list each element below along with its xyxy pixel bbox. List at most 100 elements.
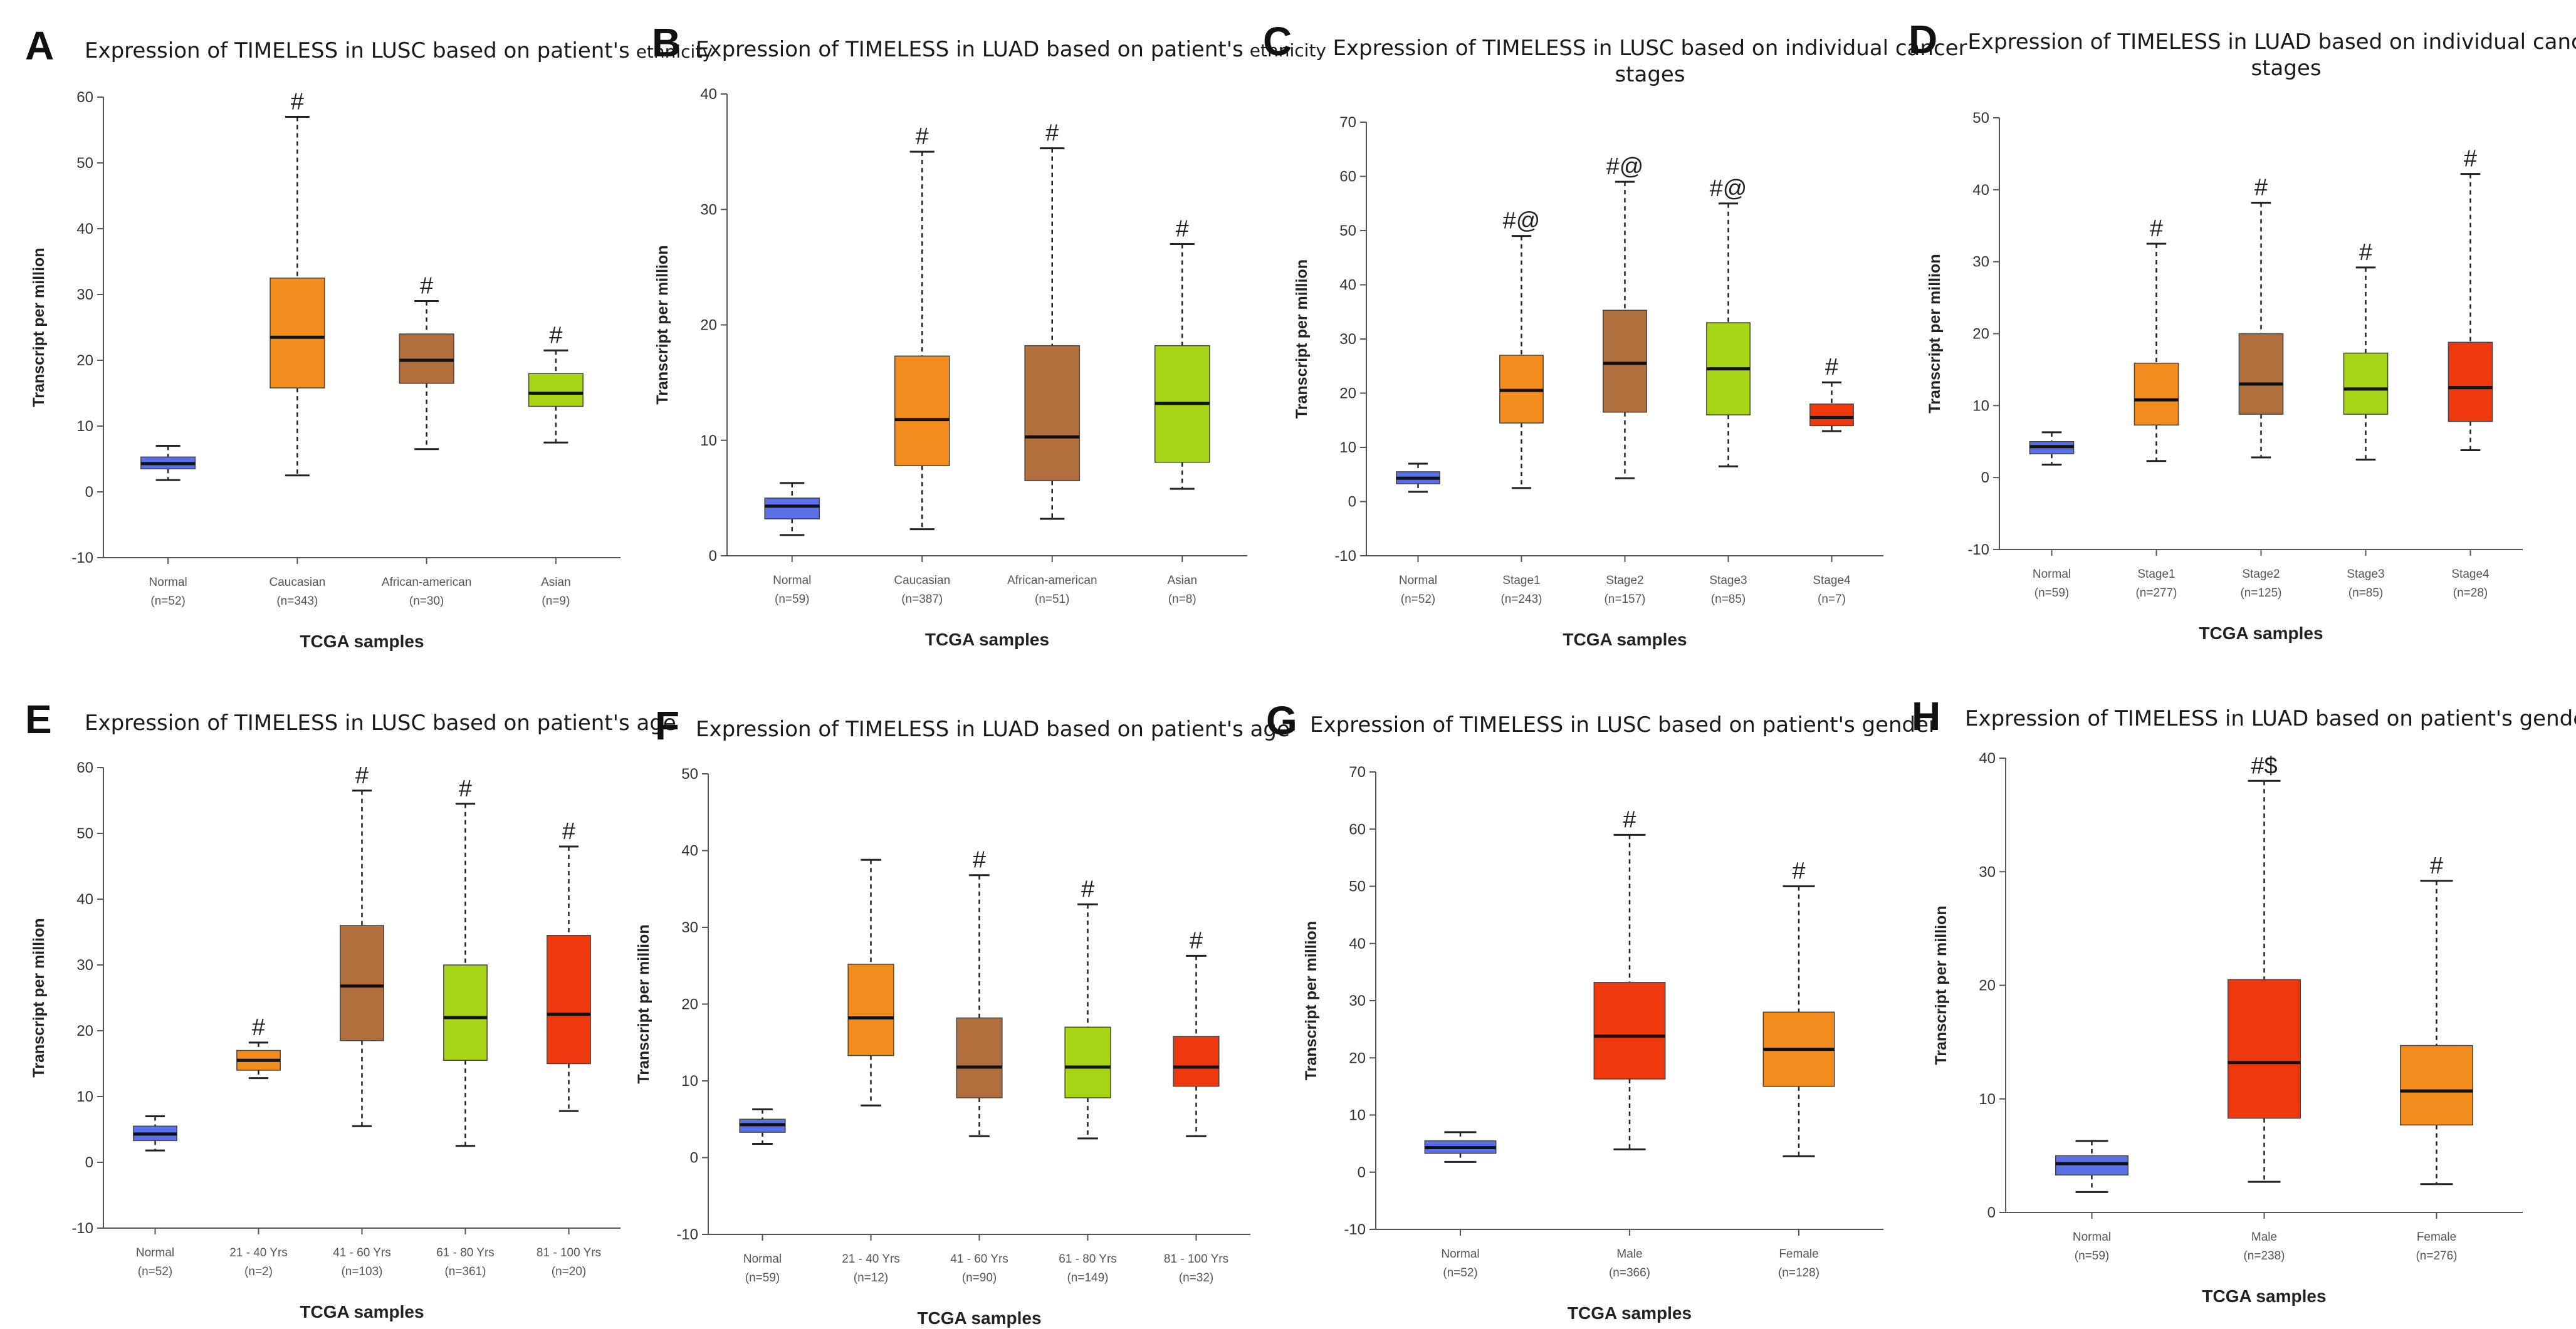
panel-e: E Expression of TIMELESS in LUSC based on… xyxy=(25,697,676,1321)
box-normal: Normal (n=52) xyxy=(1396,462,1440,606)
y-tick-label: 10 xyxy=(1339,439,1356,456)
x-tick-label: Stage1 xyxy=(1502,574,1540,587)
y-tick-label: 10 xyxy=(76,1088,93,1105)
significance-annotation: # xyxy=(562,818,575,845)
x-tick-label: Normal xyxy=(773,574,811,587)
panel-letter: A xyxy=(25,23,54,68)
iqr-box xyxy=(2238,333,2284,415)
y-tick-label: 30 xyxy=(76,957,93,974)
y-tick-label: 40 xyxy=(1349,936,1366,952)
box-stage3: # Stage3 (n=85) xyxy=(2343,239,2389,600)
x-tick-label: Stage2 xyxy=(2242,568,2280,581)
panel-c: C Expression of TIMELESS in LUSC based on… xyxy=(1263,19,1967,649)
y-tick-label: 70 xyxy=(1349,764,1366,781)
box-stage1: #@ Stage1 (n=243) xyxy=(1499,208,1544,606)
sample-size-label: (n=343) xyxy=(276,595,318,608)
y-tick-label: 10 xyxy=(681,1073,698,1090)
panel-title-main: Expression of TIMELESS in LUSC based on … xyxy=(85,38,630,63)
iqr-box xyxy=(847,964,894,1056)
sample-size-label: (n=9) xyxy=(542,595,570,608)
iqr-box xyxy=(764,498,820,519)
y-tick-label: -10 xyxy=(71,1220,93,1237)
sample-size-label: (n=20) xyxy=(552,1265,586,1278)
significance-annotation: # xyxy=(355,763,369,789)
sample-size-label: (n=238) xyxy=(2243,1249,2285,1263)
x-axis-label: TCGA samples xyxy=(925,630,1049,649)
significance-annotation: # xyxy=(459,776,472,802)
box-21-40-yrs: 21 - 40 Yrs (n=12) xyxy=(842,858,900,1285)
y-tick-label: 40 xyxy=(700,86,717,103)
box-african-american: # African-american (n=51) xyxy=(1007,120,1097,606)
box-41-60-yrs: #41 - 60 Yrs (n=90) xyxy=(950,847,1008,1285)
box-normal: Normal (n=59) xyxy=(2055,1140,2128,1263)
iqr-box xyxy=(956,1017,1003,1098)
box-female: # Female (n=128) xyxy=(1762,858,1835,1279)
panel-letter: H xyxy=(1912,694,1940,739)
box-normal: Normal (n=59) xyxy=(2029,431,2075,600)
iqr-box xyxy=(1603,310,1647,413)
y-tick-label: 60 xyxy=(76,89,93,106)
panel-title-main: Expression of TIMELESS in LUAD based on … xyxy=(696,717,1290,742)
x-tick-label: Male xyxy=(1616,1248,1642,1261)
x-tick-label: Normal xyxy=(743,1253,782,1266)
x-tick-label: Normal xyxy=(1441,1248,1479,1261)
significance-annotation: # xyxy=(1081,876,1094,902)
x-tick-label: Caucasian xyxy=(894,574,950,587)
y-tick-label: 40 xyxy=(1979,750,1996,767)
box-normal: Normal (n=59) xyxy=(739,1108,786,1285)
y-tick-label: 20 xyxy=(1979,977,1996,994)
x-tick-label: 41 - 60 Yrs xyxy=(333,1246,391,1259)
y-tick-label: 30 xyxy=(1339,331,1356,348)
sample-size-label: (n=7) xyxy=(1818,593,1846,606)
sample-size-label: (n=59) xyxy=(775,593,809,606)
sample-size-label: (n=387) xyxy=(901,593,943,606)
box-caucasian: # Caucasian (n=387) xyxy=(894,123,950,606)
y-tick-label: 40 xyxy=(681,843,698,860)
box-stage4: # Stage4 (n=28) xyxy=(2448,146,2493,600)
y-tick-label: 0 xyxy=(85,1154,93,1171)
y-tick-label: -10 xyxy=(676,1226,698,1243)
iqr-box xyxy=(270,278,325,388)
box-stage2: #@ Stage2 (n=157) xyxy=(1603,154,1647,606)
panel-title-main: Expression of TIMELESS in LUSC based on … xyxy=(1310,712,1937,737)
panel-title-suffix: ethnicity xyxy=(636,41,713,62)
x-tick-label: Normal xyxy=(2033,568,2071,581)
x-tick-label: Normal xyxy=(149,576,187,589)
x-tick-label: 81 - 100 Yrs xyxy=(537,1246,601,1259)
significance-annotation: # xyxy=(2359,239,2372,266)
significance-annotation: # xyxy=(420,273,433,300)
sample-size-label: (n=52) xyxy=(150,595,185,608)
significance-annotation: # xyxy=(2150,216,2163,242)
y-tick-label: 40 xyxy=(1339,277,1356,294)
x-tick-label: Stage4 xyxy=(2451,568,2490,581)
panel-title-main: Expression of TIMELESS in LUAD based on … xyxy=(696,37,1243,62)
sample-size-label: (n=12) xyxy=(854,1271,888,1285)
sample-size-label: (n=125) xyxy=(2240,586,2281,600)
x-tick-label: 21 - 40 Yrs xyxy=(229,1246,288,1259)
significance-annotation: # xyxy=(291,89,304,115)
y-tick-label: 20 xyxy=(700,317,717,334)
iqr-box xyxy=(547,935,591,1065)
box-stage3: #@ Stage3 (n=85) xyxy=(1706,175,1751,606)
sample-size-label: (n=243) xyxy=(1500,593,1542,606)
iqr-box xyxy=(2055,1155,2128,1175)
y-tick-label: 50 xyxy=(1349,878,1366,895)
y-axis-label: Transcript per million xyxy=(30,248,48,407)
y-tick-label: 40 xyxy=(76,221,93,237)
y-axis-label: Transcript per million xyxy=(654,245,671,404)
iqr-box xyxy=(1173,1036,1220,1087)
y-tick-label: 0 xyxy=(709,548,717,565)
y-tick-label: 10 xyxy=(1972,397,1989,414)
iqr-box xyxy=(2448,341,2493,422)
y-tick-label: 0 xyxy=(1348,494,1356,511)
y-tick-label: 20 xyxy=(76,352,93,369)
y-tick-label: 30 xyxy=(1349,993,1366,1009)
panel-title: Expression of TIMELESS in LUSC based on … xyxy=(85,38,713,63)
y-tick-label: -10 xyxy=(1344,1221,1366,1238)
y-tick-label: 20 xyxy=(1972,326,1989,343)
x-tick-label: Female xyxy=(1779,1248,1818,1261)
sample-size-label: (n=85) xyxy=(2348,586,2383,600)
y-tick-label: 40 xyxy=(1972,182,1989,199)
x-tick-label: 81 - 100 Yrs xyxy=(1164,1253,1228,1266)
x-tick-label: African-american xyxy=(1007,574,1097,587)
